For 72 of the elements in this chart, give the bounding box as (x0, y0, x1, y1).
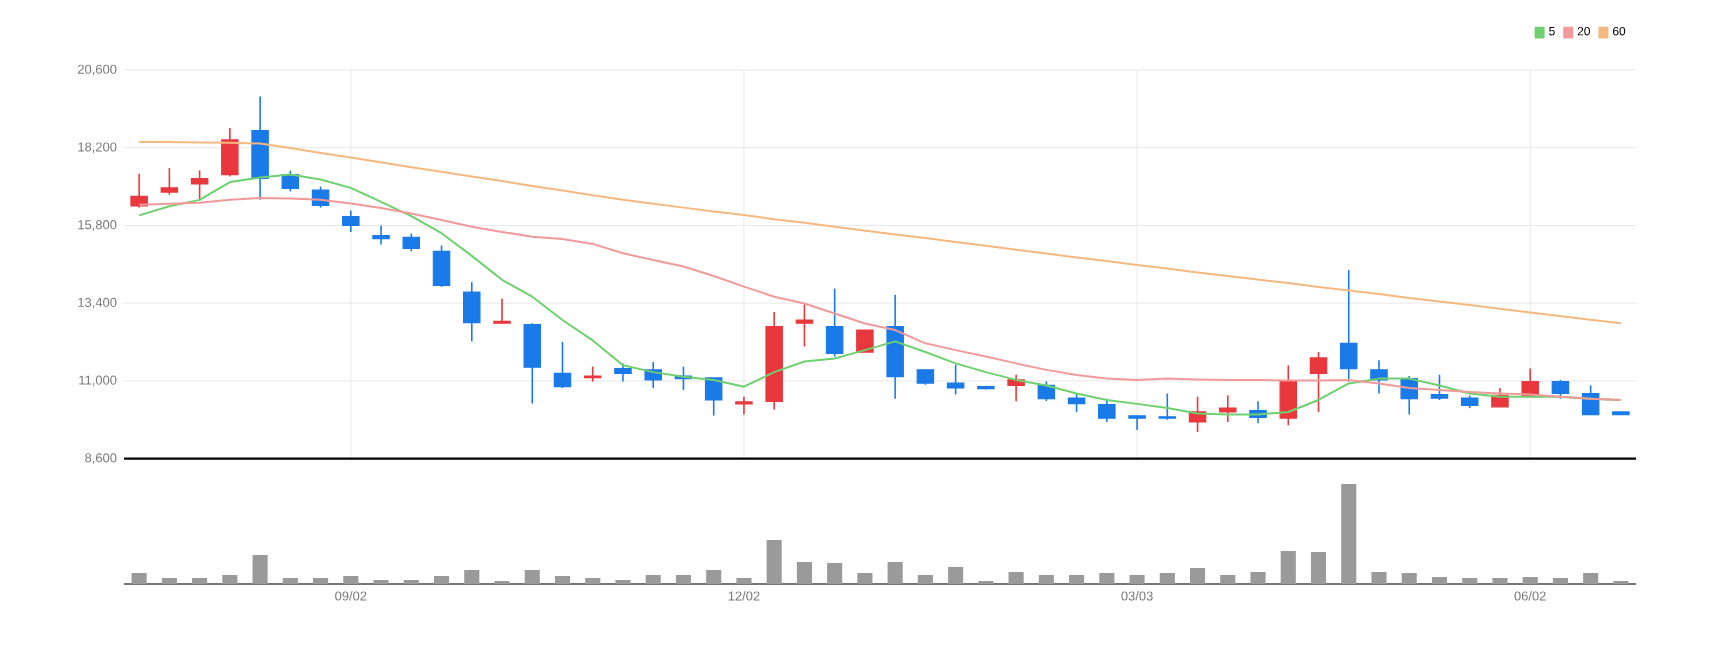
bar (645, 575, 661, 584)
candlestick (221, 127, 239, 178)
bar (827, 563, 843, 584)
bar (706, 570, 722, 584)
bar (887, 562, 903, 584)
candlestick (583, 365, 602, 383)
bar (313, 578, 329, 584)
bar (1371, 572, 1387, 584)
bar (1099, 573, 1115, 584)
candlestick (251, 95, 269, 201)
candlestick (523, 322, 542, 405)
bar (1159, 573, 1175, 584)
bar (1462, 578, 1478, 584)
candlestick (1158, 392, 1177, 421)
candlestick (372, 224, 390, 246)
bar (161, 578, 177, 584)
bar (1431, 577, 1448, 584)
candlestick (1067, 392, 1086, 413)
bar (1250, 572, 1266, 584)
bar (585, 578, 601, 584)
bar (917, 575, 933, 584)
bar (554, 576, 571, 584)
candlestick (130, 172, 148, 209)
bar (282, 578, 298, 584)
bar (1069, 575, 1085, 584)
bar (948, 567, 964, 584)
bar (1008, 572, 1024, 584)
bar (766, 540, 782, 584)
bar (1038, 575, 1054, 584)
bar (1280, 551, 1296, 584)
candlestick (432, 244, 451, 288)
candlestick (1551, 379, 1570, 400)
candlestick (553, 341, 572, 389)
bar (1583, 573, 1599, 584)
bar (1220, 575, 1236, 584)
candlestick (825, 287, 844, 358)
candlestick (342, 209, 360, 233)
bar (1129, 575, 1145, 584)
candlestick (1279, 364, 1298, 427)
bar (1552, 578, 1568, 584)
bar (1401, 573, 1417, 584)
candlestick (946, 363, 965, 396)
bar (131, 573, 147, 584)
candlestick (1309, 351, 1328, 413)
candlestick (190, 169, 209, 201)
bar (857, 573, 873, 584)
candlestick (795, 303, 814, 348)
bar (524, 570, 540, 584)
bar (252, 555, 268, 584)
candlestick (493, 297, 511, 325)
bar (222, 575, 238, 584)
bar (464, 570, 480, 584)
bar (1310, 552, 1327, 584)
candlestick (735, 395, 753, 416)
bar (433, 576, 450, 584)
candlestick (704, 377, 723, 417)
candlestick (1430, 373, 1449, 401)
bar (1522, 577, 1538, 584)
bar (192, 578, 208, 584)
bar (343, 576, 359, 584)
candlestick (614, 362, 632, 383)
candlestick (1339, 269, 1358, 383)
bar (796, 562, 812, 584)
candlestick (1219, 394, 1237, 423)
bar (1189, 568, 1206, 584)
candlestick (1128, 415, 1146, 431)
bar (1492, 578, 1508, 584)
candlestick (160, 167, 179, 196)
bar (675, 575, 692, 584)
bar (736, 578, 752, 584)
candlestick (463, 281, 481, 343)
bar (1341, 484, 1357, 584)
